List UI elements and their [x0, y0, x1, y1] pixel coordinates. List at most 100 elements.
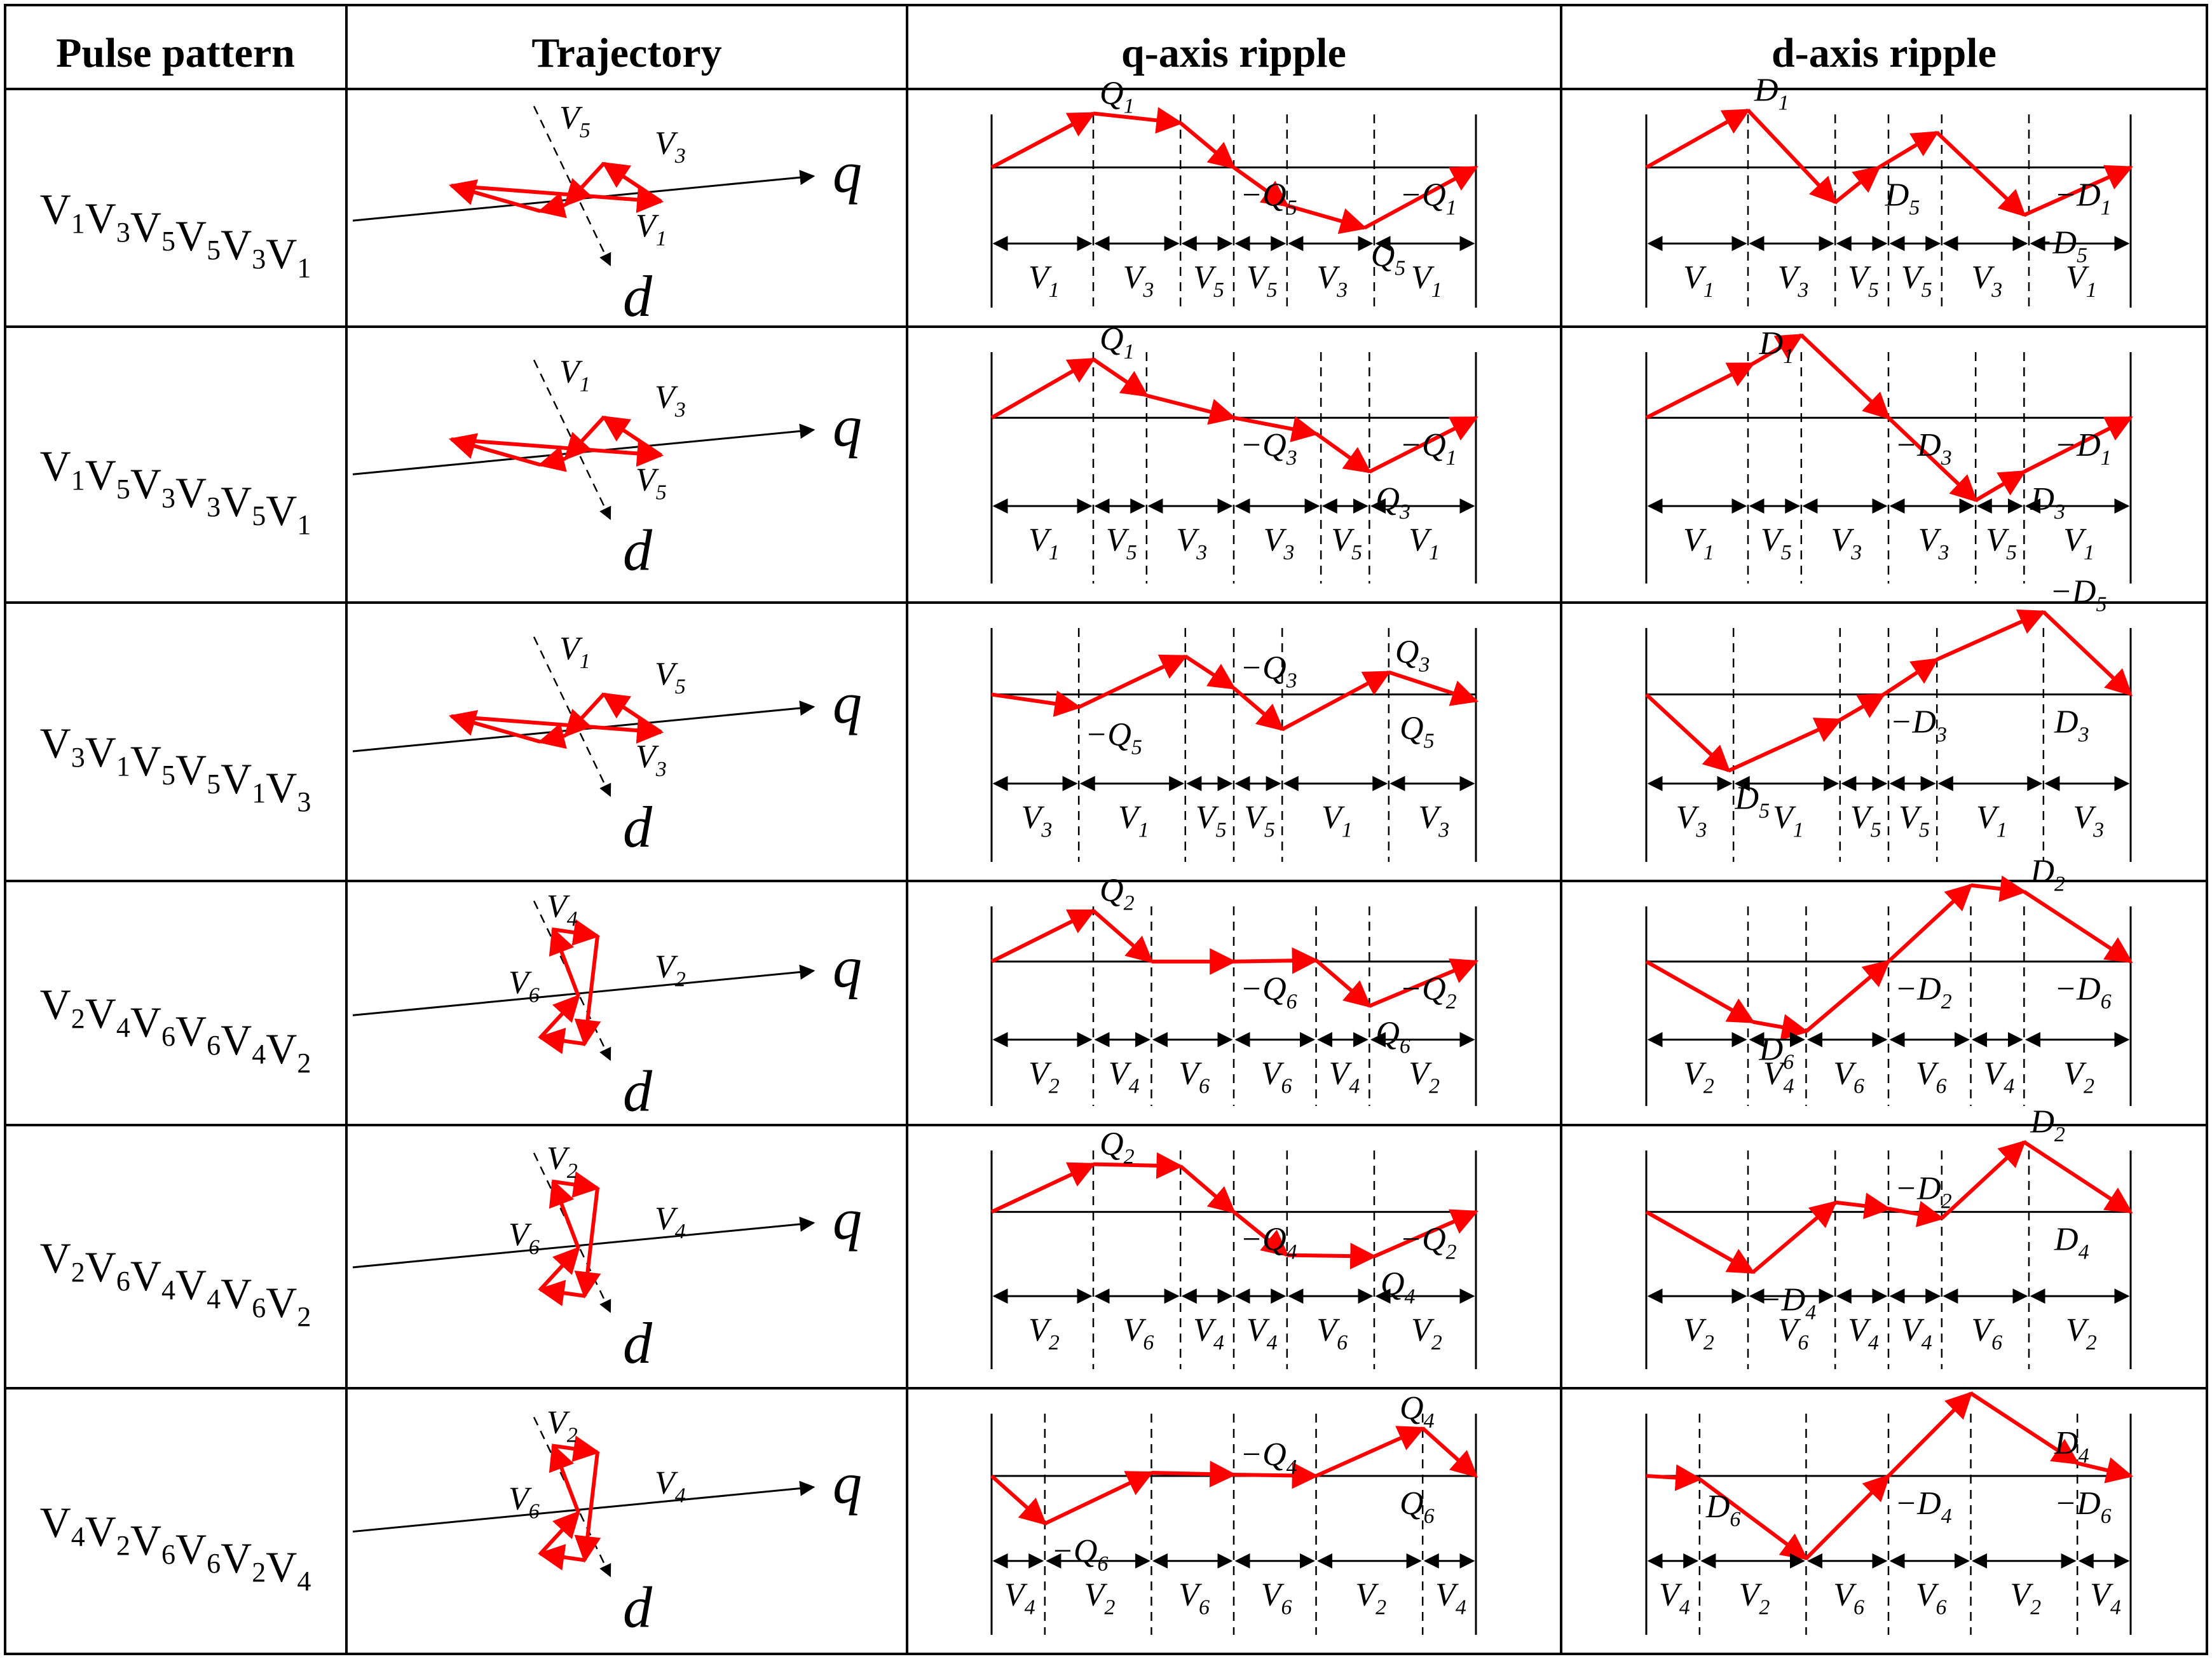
segment-label: V5: [1246, 259, 1278, 302]
trajectory-row-4: q d V4V6 V2: [352, 888, 862, 1123]
d-ripple-label: D4: [2054, 1222, 2089, 1264]
ripple-segment: [1373, 1209, 1478, 1259]
pulse-pattern-row-2: V1V5V3V3V5V1: [40, 442, 311, 540]
q-ripple-plot-row-2: V1 V5 V3 V3 V5 V1 Q1 −Q3 Q3 −Q1: [990, 321, 1478, 584]
segment-label: V2: [1739, 1577, 1770, 1620]
q-axis-label: q: [833, 1451, 862, 1516]
d-ripple-label: D3: [2054, 704, 2089, 747]
ripple-segment: [1698, 1477, 1808, 1560]
segment-label: V2: [1028, 1056, 1060, 1098]
ripple-segment: [1044, 1471, 1154, 1526]
d-ripple-plot-row-2: V1 V5 V3 V3 V5 V1 D1 −D3 D3 −D1: [1645, 325, 2133, 584]
q-ripple-plot-row-5: V2 V6 V4 V4 V6 V2 Q2 −Q4 Q4−Q2: [990, 1126, 1478, 1369]
trajectory-vector: [574, 1452, 601, 1563]
trajectory-vector: [601, 692, 662, 734]
segment-label: V5: [1848, 259, 1879, 302]
table-grid: [4, 4, 2208, 1655]
segment-label: V5: [1986, 522, 2017, 564]
segment-label: V5: [1196, 800, 1227, 842]
d-ripple-label: −D1: [2054, 427, 2112, 470]
d-axis-label: d: [623, 1058, 653, 1123]
trajectory-vector-label: V1: [559, 631, 591, 673]
segment-label: V1: [1683, 259, 1714, 302]
trajectory-vector: [448, 710, 541, 744]
q-ripple-label: −Q2: [1400, 971, 1457, 1014]
d-ripple-label: −D6: [2054, 1485, 2112, 1528]
d-ripple-label: −D1: [2054, 177, 2112, 219]
ripple-segment: [1287, 1243, 1377, 1270]
ripple-segment: [1077, 654, 1188, 709]
trajectory-vector: [537, 192, 567, 219]
segment-label: V1: [1028, 259, 1060, 302]
trajectory-vector-label: V3: [655, 125, 686, 168]
segment-label: V5: [1761, 522, 1792, 564]
q-ripple-plot-row-3: V3 V1 V5 V5 V1 V3 −Q5 −Q3 Q3 Q5: [990, 628, 1478, 862]
segment-label: V2: [1683, 1056, 1714, 1098]
q-ripple-label: −Q4: [1240, 1437, 1297, 1479]
ripple-segment: [1970, 875, 2027, 903]
ripple-segment: [2023, 165, 2133, 217]
trajectory-vector: [537, 1027, 585, 1055]
ripple-segment: [1151, 1461, 1237, 1488]
segment-label: V1: [1118, 800, 1149, 842]
ripple-segment: [1969, 1391, 2080, 1465]
trajectory-vector-label: V4: [655, 1465, 686, 1508]
segment-label: V5: [1850, 800, 1881, 842]
d-axis-label: d: [623, 264, 653, 329]
d-ripple-label: −D4: [1895, 1485, 1952, 1528]
ripple-segment: [1751, 1200, 1838, 1274]
ripple-segment: [990, 1162, 1096, 1214]
trajectory-row-6: q d V2V6 V4: [352, 1405, 862, 1640]
trajectory-vector-label: V6: [509, 1217, 540, 1259]
pulse-pattern-row-6: V4V2V6V6V2V4: [40, 1498, 311, 1597]
segment-label: V3: [1176, 522, 1207, 564]
segment-label: V4: [1901, 1312, 1932, 1355]
segment-label: V5: [1193, 259, 1224, 302]
ripple-segment: [1388, 670, 1478, 706]
q-ripple-label: Q2: [1100, 873, 1135, 915]
ripple-segment: [1232, 1210, 1290, 1257]
segment-label: V1: [1411, 259, 1442, 302]
segment-label: V5: [1244, 800, 1275, 842]
ripple-segment: [1645, 1210, 1756, 1274]
header-pulse-pattern: Pulse pattern: [56, 30, 295, 76]
d-ripple-label: D5: [1735, 781, 1770, 823]
ripple-segment: [1369, 416, 1478, 474]
d-ripple-label: D2: [2030, 854, 2065, 896]
ripple-segment: [1644, 693, 1731, 773]
d-axis-label: d: [623, 1575, 653, 1640]
q-axis: [352, 1480, 816, 1533]
trajectory-row-3: q d V1 V5 V3: [352, 631, 862, 859]
q-ripple-plot-row-1: V1 V3 V5 V5 V3 V1 Q1 −Q5 Q5 −Q1: [990, 75, 1478, 308]
ripple-segment: [1974, 470, 2026, 502]
ripple-segment: [990, 357, 1096, 420]
q-axis: [352, 423, 816, 475]
q-ripple-label: Q6: [1400, 1485, 1435, 1528]
ripple-segment: [1093, 1152, 1184, 1179]
segment-label: V6: [1833, 1056, 1864, 1098]
segment-label: V3: [1971, 259, 2002, 302]
d-ripple-label: D1: [1759, 325, 1794, 368]
segment-label: V1: [1321, 800, 1353, 842]
trajectory-vector: [564, 692, 606, 738]
trajectory-vector-label: V3: [636, 739, 667, 781]
trajectory-row-5: q d V2V6 V4: [352, 1140, 862, 1376]
d-ripple-plot-row-5: V2 V6 V4 V4 V6 V2 −D4 −D2 D2 D4: [1645, 1104, 2133, 1369]
trajectory-vector-label: V4: [655, 1201, 686, 1243]
segment-label: V4: [1328, 1056, 1360, 1098]
ripple-segment: [1882, 658, 1939, 697]
trajectory-vector-label: V5: [655, 656, 686, 699]
ripple-segment: [1799, 334, 1891, 420]
segment-label: V3: [1918, 522, 1949, 564]
trajectory-vector-label: V2: [655, 948, 686, 991]
ripple-segment: [990, 111, 1096, 170]
d-ripple-label: D1: [1754, 72, 1789, 114]
ripple-segment: [1179, 121, 1236, 170]
ripple-segment: [1746, 109, 1838, 205]
ripple-segment: [1092, 357, 1149, 397]
trajectory-row-2: q d V1 V3 V5: [352, 353, 862, 582]
segment-label: V1: [1409, 522, 1440, 564]
ripple-segment: [1888, 1201, 1944, 1227]
trajectory-vector: [537, 1280, 585, 1307]
segment-label: V5: [1106, 522, 1137, 564]
